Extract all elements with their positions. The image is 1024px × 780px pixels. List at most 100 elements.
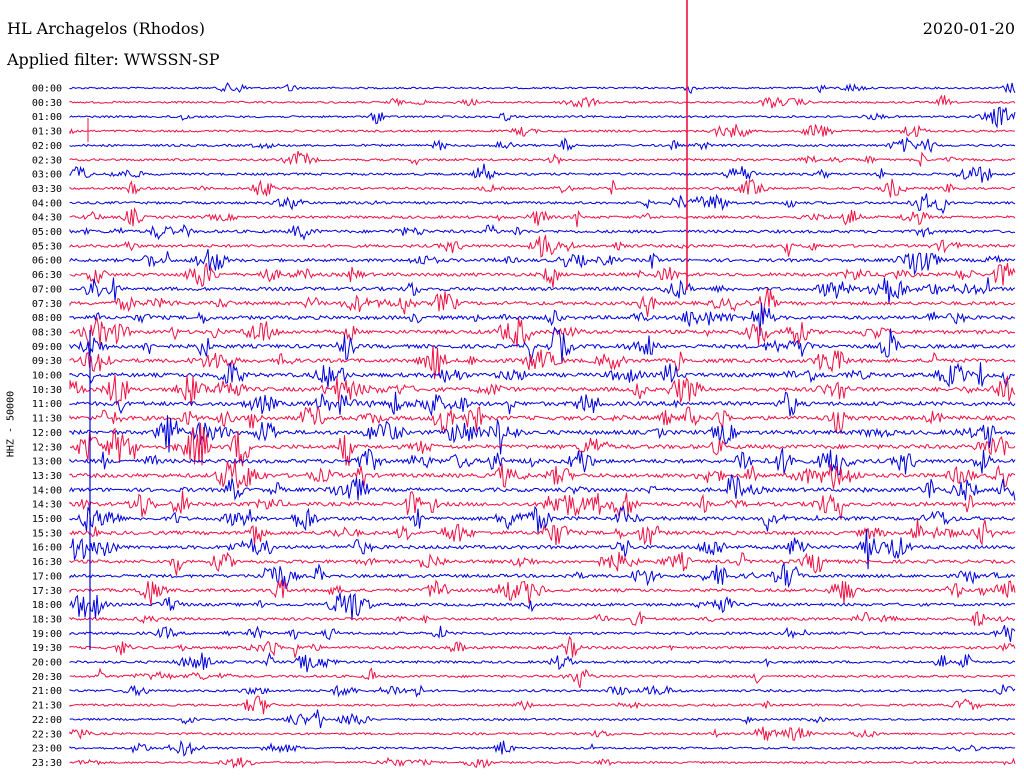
trace-0130 — [69, 124, 1016, 138]
time-tick-labels: 00:00 00:30 01:00 01:30 02:00 02:30 03:00 03:30… — [32, 84, 62, 769]
trace-1100 — [69, 391, 1016, 417]
trace-1530 — [69, 518, 1016, 546]
time-tick-1400: 14:00 — [32, 485, 62, 496]
trace-1800 — [69, 592, 1016, 621]
time-tick-0030: 00:30 — [32, 98, 62, 109]
trace-0700 — [69, 277, 1016, 305]
trace-0200 — [69, 136, 1016, 154]
seismic-traces — [69, 82, 1016, 769]
time-tick-1900: 19:00 — [32, 629, 62, 640]
time-tick-2300: 23:00 — [32, 744, 62, 755]
time-tick-0230: 02:30 — [32, 155, 62, 166]
trace-2200 — [69, 709, 1016, 729]
time-tick-0900: 09:00 — [32, 342, 62, 353]
trace-0430 — [69, 206, 1016, 228]
time-tick-1300: 13:00 — [32, 457, 62, 468]
time-tick-2230: 22:30 — [32, 729, 62, 740]
date-label: 2020-01-20 — [922, 19, 1015, 38]
trace-2130 — [69, 695, 1016, 715]
time-tick-1800: 18:00 — [32, 600, 62, 611]
trace-1700 — [69, 561, 1016, 589]
trace-2230 — [69, 726, 1016, 741]
trace-1600 — [69, 529, 1016, 570]
time-tick-1200: 12:00 — [32, 428, 62, 439]
time-tick-0600: 06:00 — [32, 256, 62, 267]
trace-1430 — [69, 490, 1016, 520]
time-tick-0200: 02:00 — [32, 141, 62, 152]
time-tick-1530: 15:30 — [32, 528, 62, 539]
time-tick-2130: 21:30 — [32, 701, 62, 712]
time-tick-2000: 20:00 — [32, 658, 62, 669]
time-tick-0730: 07:30 — [32, 299, 62, 310]
trace-1630 — [69, 551, 1016, 576]
time-tick-2030: 20:30 — [32, 672, 62, 683]
trace-1000 — [69, 361, 1016, 388]
trace-0100 — [69, 106, 1016, 129]
trace-0730 — [69, 287, 1016, 319]
trace-1300 — [69, 447, 1016, 476]
station-title: HL Archagelos (Rhodos) — [7, 19, 205, 38]
time-tick-1500: 15:00 — [32, 514, 62, 525]
trace-0830 — [69, 317, 1016, 348]
time-tick-1000: 10:00 — [32, 371, 62, 382]
time-tick-2330: 23:30 — [32, 758, 62, 769]
trace-0300 — [69, 163, 1016, 183]
trace-2030 — [69, 667, 1016, 688]
time-tick-1030: 10:30 — [32, 385, 62, 396]
trace-1400 — [69, 474, 1016, 501]
time-tick-0700: 07:00 — [32, 284, 62, 295]
trace-0600 — [69, 248, 1016, 276]
trace-1930 — [69, 635, 1016, 658]
trace-0330 — [69, 178, 1015, 198]
time-tick-0100: 01:00 — [32, 112, 62, 123]
trace-2100 — [69, 684, 1016, 698]
time-tick-0500: 05:00 — [32, 227, 62, 238]
time-tick-1100: 11:00 — [32, 399, 62, 410]
time-tick-0800: 08:00 — [32, 313, 62, 324]
trace-0530 — [69, 235, 1016, 258]
time-tick-1330: 13:30 — [32, 471, 62, 482]
time-tick-1630: 16:30 — [32, 557, 62, 568]
trace-1030 — [69, 374, 1016, 407]
time-tick-2200: 22:00 — [32, 715, 62, 726]
time-tick-1230: 12:30 — [32, 442, 62, 453]
time-tick-1730: 17:30 — [32, 586, 62, 597]
time-tick-1930: 19:30 — [32, 643, 62, 654]
time-tick-1700: 17:00 — [32, 571, 62, 582]
trace-2330 — [69, 756, 1016, 769]
trace-1500 — [69, 505, 1016, 533]
trace-1130 — [69, 406, 1016, 434]
time-tick-0300: 03:00 — [32, 170, 62, 181]
trace-2300 — [69, 739, 1016, 757]
filter-label: Applied filter: WWSSN-SP — [7, 50, 220, 69]
trace-1730 — [69, 579, 1016, 606]
trace-1230 — [69, 422, 1016, 467]
time-tick-1830: 18:30 — [32, 614, 62, 625]
event-spikes — [87, 0, 688, 650]
time-tick-1600: 16:00 — [32, 543, 62, 554]
trace-0030 — [69, 94, 1016, 109]
time-tick-0130: 01:30 — [32, 127, 62, 138]
trace-0400 — [69, 193, 1016, 215]
trace-1830 — [69, 610, 1016, 627]
time-tick-1130: 11:30 — [32, 414, 62, 425]
trace-0900 — [69, 326, 1016, 364]
time-tick-0830: 08:30 — [32, 327, 62, 338]
time-tick-0930: 09:30 — [32, 356, 62, 367]
time-tick-0630: 06:30 — [32, 270, 62, 281]
trace-0630 — [69, 262, 1016, 288]
trace-0800 — [69, 302, 1016, 336]
time-tick-2100: 21:00 — [32, 686, 62, 697]
trace-1200 — [69, 415, 1016, 455]
trace-1330 — [69, 460, 1016, 489]
time-tick-0400: 04:00 — [32, 198, 62, 209]
trace-0230 — [69, 150, 1016, 167]
trace-0000 — [69, 82, 1016, 95]
trace-0930 — [69, 345, 1016, 380]
time-tick-1430: 14:30 — [32, 500, 62, 511]
trace-0500 — [69, 223, 1016, 241]
time-tick-0330: 03:30 — [32, 184, 62, 195]
time-tick-0000: 00:00 — [32, 84, 62, 95]
trace-1900 — [69, 625, 1016, 642]
